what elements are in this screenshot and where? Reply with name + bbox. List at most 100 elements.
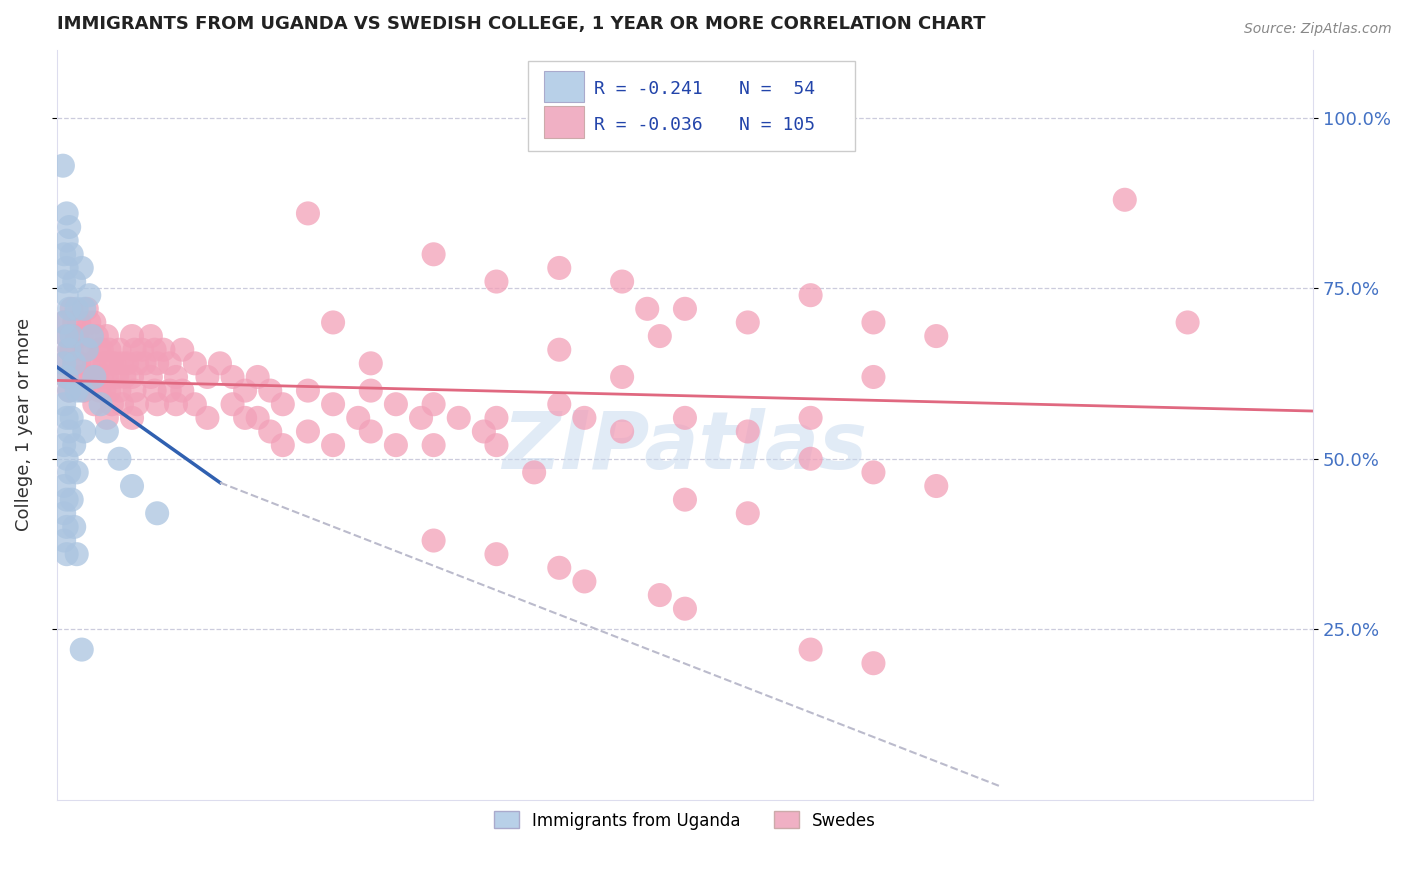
Point (66, 370, 89, 384)
Point (70, 260, 93, 275)
Point (800, 642, 823, 657)
Point (89, 384, 111, 398)
Point (83, 356, 105, 370)
Point (55, 234, 77, 248)
Point (79, 288, 101, 302)
Point (737, 425, 759, 439)
Point (271, 397, 294, 411)
Point (347, 410, 370, 425)
Point (447, 410, 470, 425)
Point (66, 547, 89, 561)
Point (322, 438, 344, 452)
Point (73, 343, 96, 357)
Point (636, 301, 658, 316)
Point (385, 438, 408, 452)
Point (862, 466, 884, 480)
Point (485, 438, 508, 452)
Point (80, 329, 103, 343)
Point (98, 343, 121, 357)
Point (385, 397, 408, 411)
Point (76, 301, 98, 316)
Point (53, 315, 76, 329)
Point (93, 384, 115, 398)
FancyBboxPatch shape (544, 70, 585, 103)
Point (70, 384, 93, 398)
Point (360, 384, 382, 398)
Point (108, 384, 131, 398)
Point (83, 315, 105, 329)
Point (485, 275, 508, 289)
Point (67, 356, 90, 370)
Point (800, 410, 823, 425)
Point (55, 547, 77, 561)
Point (96, 329, 118, 343)
Point (66, 301, 89, 316)
Point (96, 370, 118, 384)
Point (66, 384, 89, 398)
Point (1114, 193, 1136, 207)
Point (60, 492, 83, 507)
Point (925, 329, 948, 343)
Point (246, 370, 269, 384)
Point (152, 343, 174, 357)
Point (184, 356, 207, 370)
Point (52, 159, 75, 173)
Point (574, 410, 596, 425)
Point (159, 384, 181, 398)
Point (58, 384, 80, 398)
Point (53, 356, 76, 370)
Point (114, 370, 136, 384)
Point (862, 370, 884, 384)
Point (55, 206, 77, 220)
Point (73, 425, 96, 439)
Text: N =  54: N = 54 (740, 79, 815, 98)
Point (172, 343, 194, 357)
Point (90, 370, 112, 384)
Point (83, 397, 105, 411)
Point (673, 301, 696, 316)
Point (111, 397, 134, 411)
Point (271, 438, 294, 452)
Point (90, 343, 112, 357)
Point (297, 425, 319, 439)
Point (80, 329, 103, 343)
Point (125, 397, 148, 411)
Point (60, 301, 83, 316)
Point (115, 356, 138, 370)
Point (134, 356, 156, 370)
Point (58, 220, 80, 235)
Point (737, 506, 759, 520)
Point (80, 370, 103, 384)
Point (548, 260, 571, 275)
Legend: Immigrants from Uganda, Swedes: Immigrants from Uganda, Swedes (486, 805, 883, 836)
Point (172, 384, 194, 398)
Point (96, 425, 118, 439)
Text: R = -0.241: R = -0.241 (595, 79, 703, 98)
Point (55, 329, 77, 343)
Point (673, 601, 696, 615)
Point (146, 397, 169, 411)
Point (297, 384, 319, 398)
Point (89, 343, 111, 357)
Point (60, 343, 83, 357)
Point (53, 247, 76, 261)
Point (409, 410, 432, 425)
Point (63, 356, 86, 370)
Point (53, 397, 76, 411)
FancyBboxPatch shape (544, 106, 585, 137)
Point (55, 260, 77, 275)
Point (131, 343, 153, 357)
Point (143, 343, 166, 357)
Point (472, 425, 495, 439)
Point (124, 384, 146, 398)
Point (485, 410, 508, 425)
Text: N = 105: N = 105 (740, 116, 815, 134)
Point (58, 384, 80, 398)
Point (121, 410, 143, 425)
Point (523, 466, 546, 480)
Point (105, 370, 128, 384)
Point (648, 329, 671, 343)
Point (485, 547, 508, 561)
Point (70, 642, 93, 657)
Point (548, 397, 571, 411)
